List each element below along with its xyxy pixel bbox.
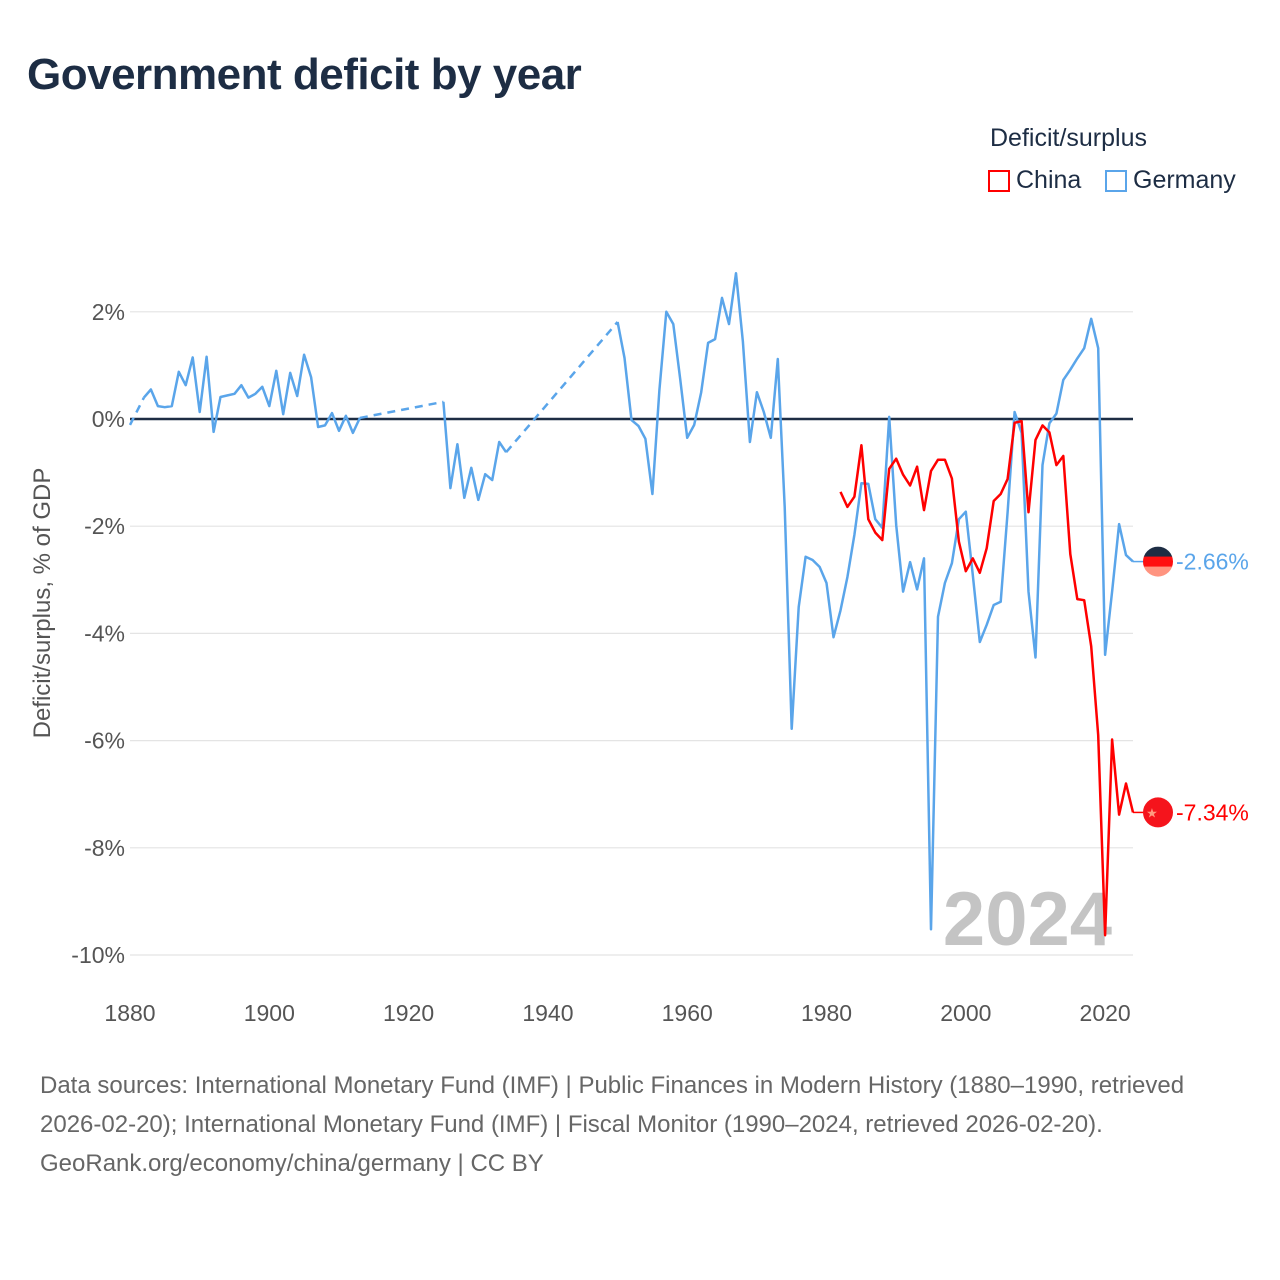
- gap-line-germany: [505, 321, 619, 454]
- x-tick-label: 1900: [244, 1000, 295, 1026]
- x-tick-label: 1920: [383, 1000, 434, 1026]
- line-germany: [616, 271, 1134, 931]
- x-tick-label: 1960: [662, 1000, 713, 1026]
- legend-label-germany: Germany: [1133, 166, 1236, 194]
- x-tick-label: 1980: [801, 1000, 852, 1026]
- footer: Data sources: International Monetary Fun…: [40, 1066, 1240, 1183]
- y-tick-label: -10%: [71, 942, 125, 968]
- gap-line-germany: [359, 400, 444, 420]
- credit-link[interactable]: GeoRank.org/economy/china/germany | CC B…: [40, 1150, 544, 1177]
- y-axis-label: Deficit/surplus, % of GDP: [29, 468, 56, 739]
- chart-title: Government deficit by year: [27, 50, 582, 99]
- y-tick-label: -2%: [84, 513, 125, 539]
- x-tick-label: 2020: [1080, 1000, 1131, 1026]
- gap-line-germany: [128, 396, 146, 426]
- line-germany: [142, 353, 362, 435]
- legend-item-china[interactable]: China: [988, 166, 1081, 195]
- china-flag-icon: [1143, 797, 1173, 828]
- y-tick-label: 0%: [92, 406, 125, 432]
- x-tick-label: 2000: [940, 1000, 991, 1026]
- y-tick-label: -6%: [84, 728, 125, 754]
- y-tick-label: 2%: [92, 299, 125, 325]
- legend-swatch-germany: [1105, 169, 1127, 192]
- chart-area: 2% 0% -2% -4% -6% -8% -10% 1880 1900 1920 1940 1960…: [29, 271, 1249, 1026]
- year-label: 2024: [943, 877, 1112, 962]
- line-china: [839, 419, 1135, 937]
- legend-title: Deficit/surplus: [990, 124, 1147, 152]
- y-tick-label: -8%: [84, 835, 125, 861]
- legend-label-china: China: [1016, 166, 1082, 194]
- end-value-label-china: -7.34%: [1176, 799, 1249, 825]
- line-germany: [442, 401, 508, 502]
- end-value-label-germany: -2.66%: [1176, 549, 1249, 575]
- china-flag-star: ★: [1146, 805, 1158, 820]
- legend-swatch-china: [988, 169, 1010, 192]
- germany-flag-icon: [1143, 546, 1173, 577]
- data-sources: Data sources: International Monetary Fun…: [40, 1072, 1185, 1138]
- x-tick-label: 1880: [104, 1000, 155, 1026]
- y-tick-label: -4%: [84, 620, 125, 646]
- legend-item-germany[interactable]: Germany: [1105, 166, 1236, 195]
- x-tick-label: 1940: [522, 1000, 573, 1026]
